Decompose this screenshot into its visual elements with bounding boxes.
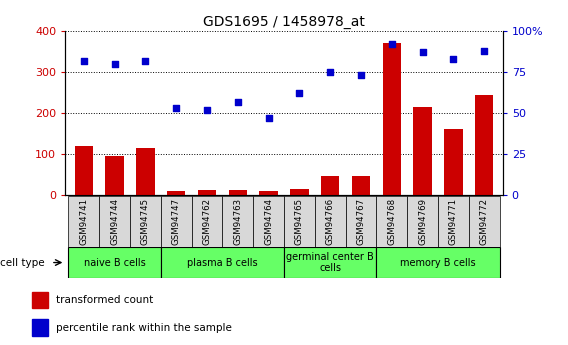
- Bar: [198, 190, 216, 195]
- Bar: [475, 95, 494, 195]
- Bar: [315, 196, 345, 247]
- Text: percentile rank within the sample: percentile rank within the sample: [56, 323, 232, 333]
- Text: GSM94768: GSM94768: [387, 198, 396, 245]
- Text: GSM94767: GSM94767: [357, 198, 365, 245]
- Bar: [223, 196, 253, 247]
- Bar: [68, 247, 161, 278]
- Bar: [290, 189, 308, 195]
- Bar: [105, 156, 124, 195]
- Text: GSM94771: GSM94771: [449, 198, 458, 245]
- Text: GSM94741: GSM94741: [80, 198, 88, 245]
- Point: [449, 56, 458, 62]
- Point: [141, 58, 150, 63]
- Text: GSM94762: GSM94762: [203, 198, 211, 245]
- Text: GSM94763: GSM94763: [233, 198, 243, 245]
- Bar: [284, 196, 315, 247]
- Bar: [438, 196, 469, 247]
- Text: plasma B cells: plasma B cells: [187, 258, 258, 267]
- Point: [264, 115, 273, 121]
- Point: [202, 107, 211, 112]
- Bar: [377, 196, 407, 247]
- Bar: [321, 177, 340, 195]
- Text: germinal center B
cells: germinal center B cells: [286, 252, 374, 273]
- Text: GSM94744: GSM94744: [110, 198, 119, 245]
- Text: GSM94764: GSM94764: [264, 198, 273, 245]
- Point: [295, 91, 304, 96]
- Bar: [74, 146, 93, 195]
- Point: [387, 41, 396, 47]
- Title: GDS1695 / 1458978_at: GDS1695 / 1458978_at: [203, 14, 365, 29]
- Text: GSM94766: GSM94766: [325, 198, 335, 245]
- Point: [325, 69, 335, 75]
- Bar: [32, 319, 48, 336]
- Bar: [284, 247, 377, 278]
- Bar: [377, 247, 500, 278]
- Point: [233, 99, 243, 104]
- Bar: [68, 196, 99, 247]
- Bar: [383, 43, 401, 195]
- Point: [357, 72, 366, 78]
- Text: transformed count: transformed count: [56, 295, 153, 305]
- Point: [172, 105, 181, 111]
- Bar: [414, 107, 432, 195]
- Bar: [407, 196, 438, 247]
- Bar: [32, 292, 48, 308]
- Bar: [130, 196, 161, 247]
- Bar: [167, 191, 185, 195]
- Bar: [191, 196, 223, 247]
- Point: [80, 58, 89, 63]
- Bar: [161, 247, 284, 278]
- Point: [418, 50, 427, 55]
- Bar: [260, 191, 278, 195]
- Bar: [469, 196, 500, 247]
- Bar: [444, 129, 463, 195]
- Bar: [228, 190, 247, 195]
- Text: memory B cells: memory B cells: [400, 258, 476, 267]
- Bar: [99, 196, 130, 247]
- Text: GSM94769: GSM94769: [418, 198, 427, 245]
- Point: [110, 61, 119, 67]
- Text: GSM94765: GSM94765: [295, 198, 304, 245]
- Bar: [352, 177, 370, 195]
- Bar: [253, 196, 284, 247]
- Bar: [345, 196, 377, 247]
- Text: cell type: cell type: [0, 258, 45, 267]
- Text: GSM94745: GSM94745: [141, 198, 150, 245]
- Bar: [136, 148, 154, 195]
- Text: GSM94747: GSM94747: [172, 198, 181, 245]
- Text: GSM94772: GSM94772: [480, 198, 488, 245]
- Text: naive B cells: naive B cells: [83, 258, 145, 267]
- Bar: [161, 196, 191, 247]
- Point: [479, 48, 488, 53]
